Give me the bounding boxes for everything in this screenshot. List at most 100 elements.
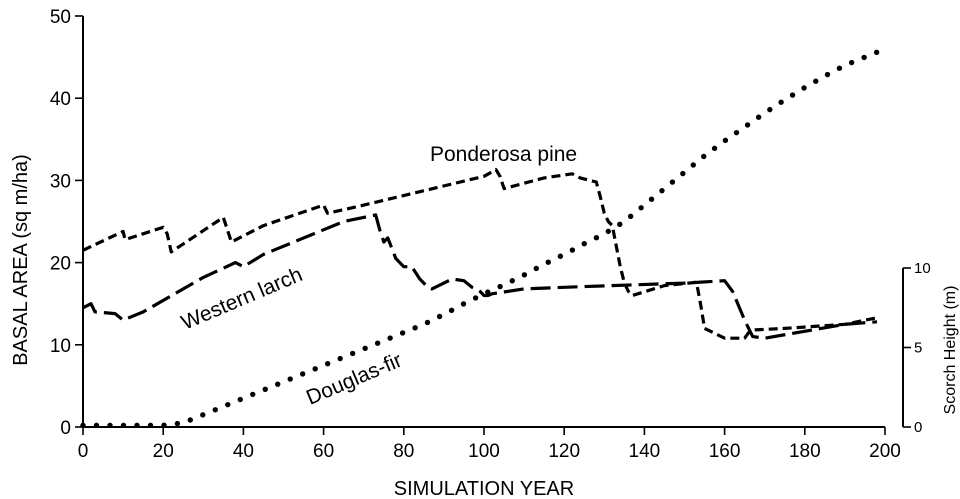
x-tick-label-8: 160 — [709, 441, 741, 462]
douglas-fir-dot — [690, 162, 696, 168]
douglas-fir-dot — [107, 422, 113, 429]
douglas-fir-dot — [533, 265, 539, 272]
douglas-fir-dot — [312, 366, 318, 372]
douglas-fir-dot — [659, 187, 665, 194]
douglas-fir-dot — [472, 295, 479, 301]
axis-ticks: 0 20 40 60 80 100 120 140 160 180 200 0 10 20 30 40 50 0 5… — [50, 7, 931, 462]
y-tick-label-4: 40 — [50, 89, 71, 110]
x-tick-label-1: 20 — [153, 441, 174, 462]
y-tick-label-5: 50 — [50, 7, 71, 28]
y-axis-title: BASAL AREA (sq m/ha) — [10, 154, 32, 366]
douglas-fir-dot — [557, 253, 564, 259]
douglas-fir-dot — [187, 417, 193, 423]
douglas-fir-dot — [134, 422, 140, 429]
series-line-douglas-fir — [80, 49, 880, 429]
douglas-fir-dot — [225, 401, 231, 408]
douglas-fir-dot — [711, 145, 718, 152]
douglas-fir-dot — [701, 153, 707, 160]
x-tick-label-10: 200 — [869, 441, 901, 462]
douglas-fir-dot — [250, 391, 256, 398]
douglas-fir-dot — [627, 213, 634, 220]
douglas-fir-dot — [778, 99, 784, 105]
douglas-fir-dot — [275, 381, 281, 387]
douglas-fir-dot — [824, 71, 831, 78]
douglas-fir-dot — [497, 283, 503, 290]
douglas-fir-dot — [374, 340, 381, 346]
y-tick-label-1: 10 — [50, 336, 71, 357]
douglas-fir-dot — [399, 330, 406, 336]
x-tick-label-5: 100 — [468, 441, 500, 462]
axes — [82, 16, 904, 428]
x-tick-label-3: 60 — [313, 441, 334, 462]
douglas-fir-dot — [436, 313, 443, 320]
douglas-fir-dot — [569, 247, 576, 253]
y-tick-label-2: 20 — [50, 254, 71, 275]
douglas-fir-dot — [161, 422, 167, 428]
x-axis-title: SIMULATION YEAR — [394, 478, 574, 499]
douglas-fir-dot — [80, 422, 86, 429]
douglas-fir-dot — [448, 307, 455, 313]
douglas-fir-dot — [93, 422, 100, 429]
douglas-fir-dot — [509, 278, 515, 284]
y-tick-label-0: 0 — [60, 418, 71, 439]
douglas-fir-dot — [669, 179, 676, 185]
douglas-fir-dot — [485, 289, 491, 295]
series-label-ponderosa-pine: Ponderosa pine — [430, 143, 577, 166]
douglas-fir-dot — [638, 205, 644, 211]
series-group — [80, 49, 880, 429]
douglas-fir-dot — [362, 345, 368, 352]
douglas-fir-dot — [262, 386, 268, 392]
x-tick-label-0: 0 — [78, 441, 89, 462]
douglas-fir-dot — [460, 301, 467, 307]
douglas-fir-dot — [212, 407, 218, 413]
series-label-douglas-fir: Douglas-fir — [303, 349, 405, 410]
douglas-fir-dot — [324, 360, 331, 367]
douglas-fir-dot — [873, 49, 880, 56]
douglas-fir-dot — [545, 259, 551, 265]
douglas-fir-dot — [722, 137, 729, 144]
douglas-fir-dot — [147, 422, 154, 429]
douglas-fir-dot — [237, 396, 243, 403]
series-line-ponderosa-pine — [82, 168, 878, 340]
douglas-fir-dot — [337, 355, 343, 362]
douglas-fir-dot — [767, 106, 773, 113]
series-label-western-larch: Western larch — [178, 263, 306, 335]
douglas-fir-dot — [424, 319, 431, 326]
douglas-fir-dot — [744, 122, 751, 128]
y2-tick-label-2: 10 — [914, 260, 931, 277]
y2-axis-title: Scorch Height (m) — [942, 286, 959, 415]
y-tick-label-3: 30 — [50, 171, 71, 192]
douglas-fir-dot — [412, 325, 418, 331]
series-line-western-larch — [82, 213, 878, 340]
douglas-fir-dot — [680, 170, 686, 177]
douglas-fir-dot — [174, 420, 181, 427]
douglas-fir-dot — [755, 114, 762, 120]
douglas-fir-dot — [733, 129, 740, 136]
douglas-fir-dot — [581, 240, 587, 247]
douglas-fir-dot — [789, 92, 796, 98]
x-tick-label-7: 140 — [629, 441, 661, 462]
douglas-fir-dot — [287, 376, 293, 382]
douglas-fir-dot — [648, 196, 655, 202]
douglas-fir-dot — [300, 371, 306, 377]
x-tick-label-9: 180 — [789, 441, 821, 462]
douglas-fir-dot — [605, 228, 611, 235]
x-y-axis-lines — [82, 16, 885, 428]
x-tick-label-4: 80 — [393, 441, 414, 462]
douglas-fir-dot — [593, 235, 600, 241]
x-tick-label-2: 40 — [233, 441, 254, 462]
y2-tick-label-1: 5 — [914, 340, 922, 357]
douglas-fir-dot — [848, 59, 855, 66]
douglas-fir-dot — [813, 78, 819, 84]
douglas-fir-dot — [861, 54, 867, 61]
douglas-fir-dot — [387, 335, 393, 341]
douglas-fir-dot — [521, 272, 528, 278]
douglas-fir-dot — [836, 65, 843, 71]
douglas-fir-dot — [200, 412, 206, 418]
y2-tick-label-0: 0 — [914, 419, 922, 436]
douglas-fir-dot — [801, 85, 807, 91]
douglas-fir-dot — [349, 350, 356, 357]
douglas-fir-dot — [120, 422, 127, 429]
douglas-fir-dot — [617, 221, 623, 228]
